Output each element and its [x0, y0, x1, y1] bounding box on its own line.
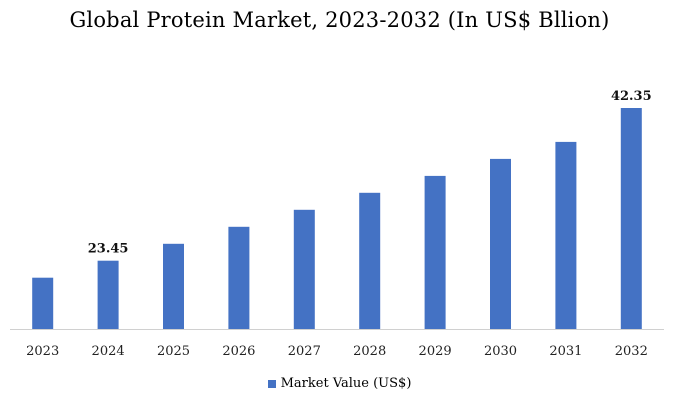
data-label-2024: 23.45: [88, 242, 129, 257]
bar-2024: [97, 260, 119, 329]
chart-title: Global Protein Market, 2023-2032 (In US$…: [69, 8, 610, 32]
bar-2028: [359, 192, 381, 329]
x-tick-label-2029: 2029: [419, 344, 452, 359]
bar-2032: [620, 108, 642, 329]
x-tick-label-2032: 2032: [615, 344, 648, 359]
bar-2025: [163, 243, 184, 329]
legend: Market Value (US$): [0, 376, 679, 391]
x-tick-label-2031: 2031: [549, 344, 582, 359]
x-tick-label-2026: 2026: [222, 344, 255, 359]
bar-2026: [228, 226, 250, 329]
x-tick-label-2023: 2023: [26, 344, 59, 359]
bar-2029: [424, 175, 446, 329]
x-tick-label-2025: 2025: [157, 344, 190, 359]
bar-2027: [293, 209, 315, 329]
x-tick-label-2030: 2030: [484, 344, 517, 359]
x-tick-label-2024: 2024: [92, 344, 125, 359]
bar-2030: [490, 158, 511, 329]
bar-2031: [555, 141, 577, 329]
legend-swatch: [267, 379, 276, 388]
legend-label: Market Value (US$): [280, 376, 412, 391]
bar-2023: [32, 277, 54, 329]
x-tick-label-2028: 2028: [353, 344, 386, 359]
x-tick-label-2027: 2027: [288, 344, 321, 359]
data-label-2032: 42.35: [611, 89, 652, 104]
